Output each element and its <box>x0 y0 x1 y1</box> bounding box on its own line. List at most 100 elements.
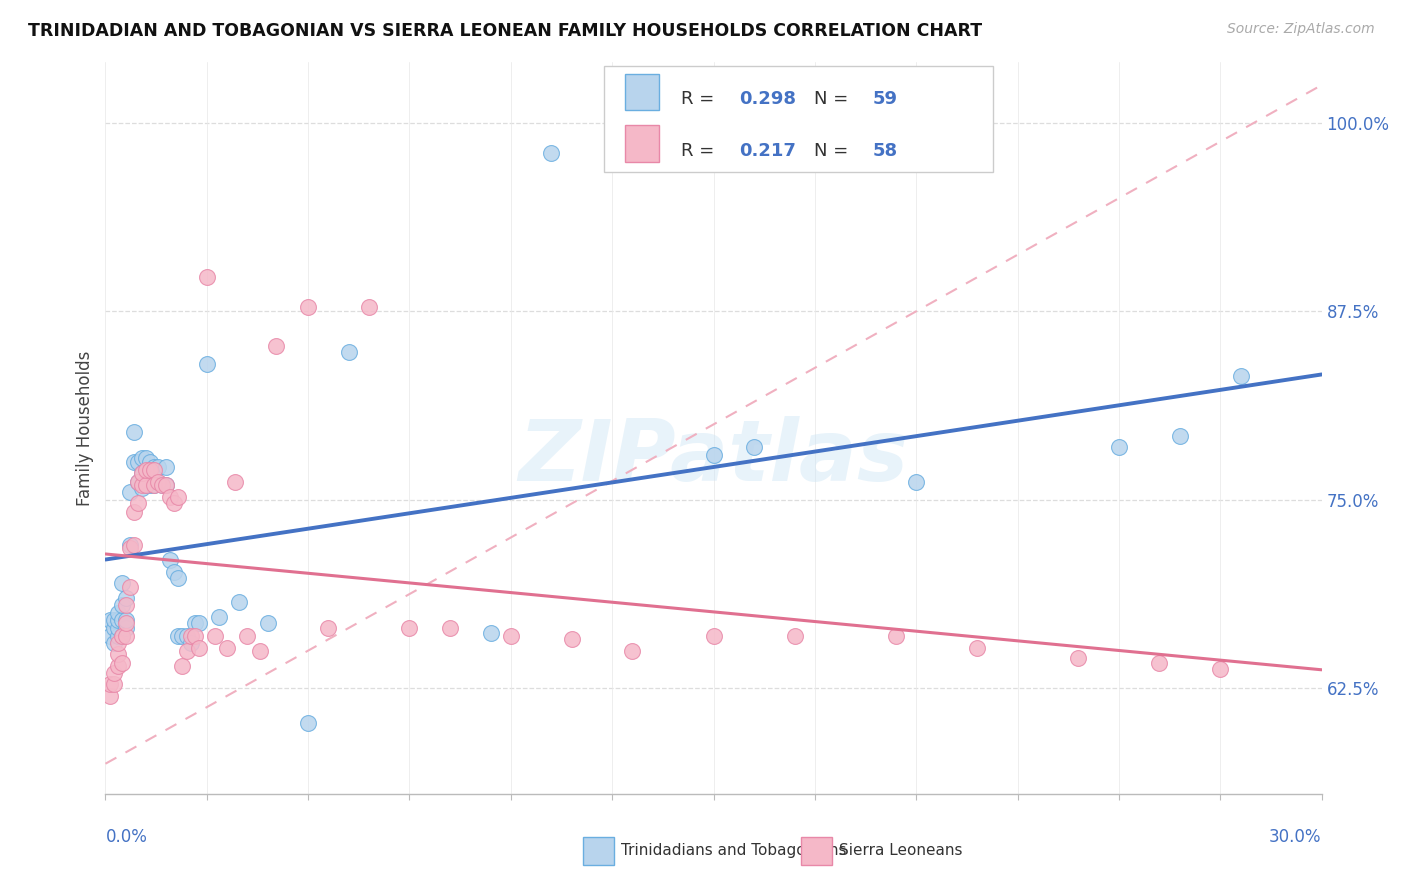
Point <box>357 300 380 314</box>
Point <box>187 616 209 631</box>
Point <box>98 677 121 691</box>
Text: R =: R = <box>681 90 720 108</box>
Point <box>204 628 226 642</box>
Point <box>905 475 928 489</box>
Point <box>98 689 121 703</box>
Point <box>98 628 121 642</box>
Point <box>155 477 177 491</box>
Point <box>155 477 177 491</box>
Point <box>783 628 806 642</box>
Point <box>439 621 461 635</box>
Point <box>264 339 287 353</box>
Point <box>143 477 166 491</box>
Point <box>208 610 231 624</box>
Point <box>176 628 198 642</box>
Point <box>318 621 340 635</box>
Point <box>884 628 907 642</box>
Point <box>118 541 141 555</box>
Point <box>224 475 246 489</box>
Point <box>217 640 239 655</box>
Point <box>143 462 166 476</box>
Point <box>114 628 136 642</box>
FancyBboxPatch shape <box>624 74 659 111</box>
Point <box>107 606 129 620</box>
Point <box>702 448 725 462</box>
Point <box>131 481 153 495</box>
Point <box>118 580 141 594</box>
Point <box>111 575 134 590</box>
Point <box>195 357 218 371</box>
Point <box>135 462 157 476</box>
Point <box>127 475 149 489</box>
Point <box>249 643 271 657</box>
Point <box>167 628 190 642</box>
Point <box>155 459 177 474</box>
Point <box>135 477 157 491</box>
Point <box>702 628 725 642</box>
Point <box>122 538 145 552</box>
Point <box>139 462 162 476</box>
Point <box>297 300 319 314</box>
Point <box>966 640 988 655</box>
Point <box>114 621 136 635</box>
Point <box>187 640 209 655</box>
Point <box>127 475 149 489</box>
Point <box>111 599 134 613</box>
Point <box>180 628 202 642</box>
Point <box>118 485 141 500</box>
Text: ZIPatlas: ZIPatlas <box>519 416 908 499</box>
Point <box>621 643 644 657</box>
Text: 58: 58 <box>873 142 898 160</box>
Point <box>122 425 145 439</box>
Text: TRINIDADIAN AND TOBAGONIAN VS SIERRA LEONEAN FAMILY HOUSEHOLDS CORRELATION CHART: TRINIDADIAN AND TOBAGONIAN VS SIERRA LEO… <box>28 22 983 40</box>
Point <box>146 459 169 474</box>
Point <box>107 636 129 650</box>
Point <box>114 599 136 613</box>
Point <box>107 621 129 635</box>
Point <box>107 658 129 673</box>
Point <box>122 505 145 519</box>
Point <box>146 475 169 489</box>
Point <box>107 614 129 628</box>
Point <box>103 614 125 628</box>
Point <box>1108 440 1130 454</box>
FancyBboxPatch shape <box>624 125 659 161</box>
Point <box>150 477 173 491</box>
Text: N =: N = <box>814 90 855 108</box>
Point <box>167 490 190 504</box>
Point <box>103 677 125 691</box>
Point <box>236 628 259 642</box>
Point <box>163 565 186 579</box>
Point <box>135 450 157 465</box>
Point <box>742 440 765 454</box>
Point <box>337 345 360 359</box>
Point <box>135 477 157 491</box>
Y-axis label: Family Households: Family Households <box>76 351 94 506</box>
Point <box>111 656 134 670</box>
Point <box>131 450 153 465</box>
Point <box>1229 369 1251 384</box>
Text: Source: ZipAtlas.com: Source: ZipAtlas.com <box>1227 22 1375 37</box>
Point <box>163 496 186 510</box>
Point <box>1067 651 1090 665</box>
Point <box>150 477 173 491</box>
Point <box>103 636 125 650</box>
Point <box>1168 429 1191 443</box>
Point <box>111 628 134 642</box>
Point <box>159 490 181 504</box>
Point <box>107 628 129 642</box>
Point <box>131 477 153 491</box>
Point <box>139 477 162 491</box>
Point <box>180 636 202 650</box>
Point <box>1209 662 1232 676</box>
Text: 59: 59 <box>873 90 898 108</box>
Point <box>398 621 420 635</box>
Text: N =: N = <box>814 142 855 160</box>
Point <box>143 477 166 491</box>
Point <box>183 628 205 642</box>
Point <box>143 459 166 474</box>
Point <box>139 455 162 469</box>
Text: Trinidadians and Tobagonians: Trinidadians and Tobagonians <box>621 844 846 858</box>
Point <box>1149 656 1171 670</box>
FancyBboxPatch shape <box>605 66 993 172</box>
